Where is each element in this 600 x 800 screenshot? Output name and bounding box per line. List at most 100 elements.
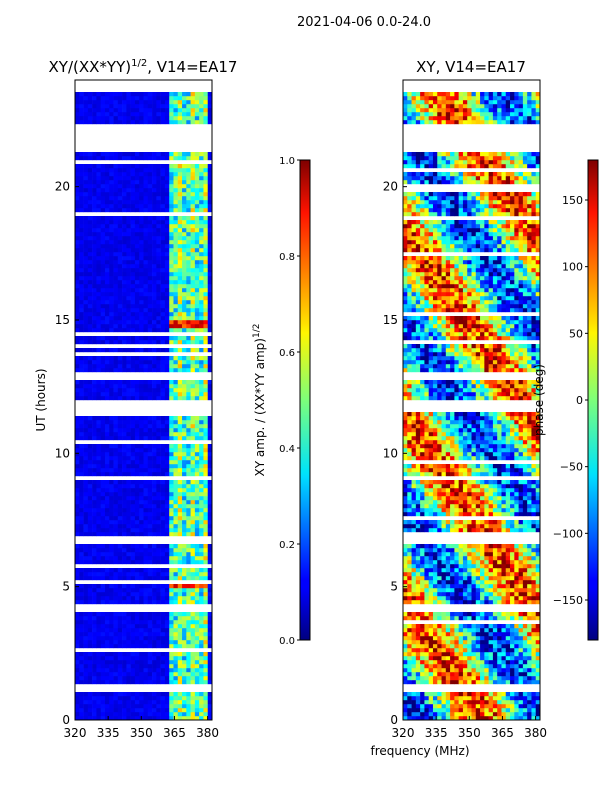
heatmap-cell — [186, 256, 191, 261]
heatmap-cell — [117, 92, 123, 97]
heatmap-cell — [407, 616, 412, 621]
heatmap-cell — [177, 708, 183, 713]
heatmap-cell — [113, 700, 119, 705]
heatmap-cell — [83, 388, 89, 393]
heatmap-cell — [79, 644, 84, 649]
heatmap-cell — [164, 616, 170, 621]
heatmap-cell — [87, 248, 93, 253]
heatmap-cell — [104, 628, 110, 633]
heatmap-cell — [199, 656, 204, 661]
heatmap-cell — [126, 104, 131, 109]
heatmap-cell — [190, 576, 196, 581]
heatmap-cell — [100, 116, 106, 121]
heatmap-cell — [134, 316, 140, 321]
heatmap-cell — [87, 256, 93, 261]
heatmap-cell — [169, 444, 174, 449]
heatmap-cell — [428, 676, 434, 681]
heatmap-cell — [164, 228, 170, 233]
heatmap-cell — [96, 508, 101, 513]
heatmap-cell — [117, 624, 123, 629]
heatmap-cell — [169, 204, 174, 209]
heatmap-cell — [134, 244, 140, 249]
heatmap-cell — [182, 500, 187, 505]
heatmap-cell — [139, 288, 144, 293]
heatmap-cell — [130, 704, 136, 709]
heatmap-cell — [126, 484, 131, 489]
heatmap-cell — [190, 244, 196, 249]
heatmap-cell — [152, 280, 157, 285]
heatmap-cell — [207, 664, 212, 669]
heatmap-cell — [207, 196, 212, 201]
heatmap-cell — [134, 380, 140, 385]
heatmap-cell — [462, 592, 468, 597]
heatmap-cell — [169, 524, 174, 529]
heatmap-cell — [522, 704, 528, 709]
heatmap-cell — [147, 512, 153, 517]
heatmap-cell — [420, 700, 425, 705]
heatmap-cell — [139, 156, 144, 161]
heatmap-cell — [100, 180, 106, 185]
heatmap-cell — [75, 272, 80, 277]
heatmap-cell — [505, 716, 511, 720]
heatmap-cell — [143, 492, 149, 497]
left-ylabel: UT (hours) — [34, 368, 48, 431]
heatmap-cell — [134, 264, 140, 269]
heatmap-cell — [177, 428, 183, 433]
heatmap-cell — [199, 464, 204, 469]
heatmap-cell — [156, 340, 161, 345]
heatmap-cell — [458, 716, 464, 720]
heatmap-cell — [156, 660, 161, 665]
heatmap-cell — [203, 484, 209, 489]
heatmap-cell — [173, 664, 179, 669]
heatmap-cell — [92, 104, 97, 109]
heatmap-cell — [484, 648, 489, 653]
heatmap-cell — [130, 220, 136, 225]
heatmap-cell — [104, 532, 110, 537]
heatmap-cell — [160, 312, 166, 317]
heatmap-cell — [92, 252, 97, 257]
heatmap-cell — [173, 232, 179, 237]
heatmap-cell — [522, 616, 528, 621]
heatmap-cell — [130, 364, 136, 369]
heatmap-cell — [122, 380, 127, 385]
heatmap-cell — [139, 204, 144, 209]
heatmap-cell — [194, 584, 200, 589]
heatmap-cell — [117, 360, 123, 365]
heatmap-cell — [199, 336, 204, 341]
heatmap-cell — [177, 384, 183, 389]
heatmap-cell — [126, 340, 131, 345]
heatmap-cell — [117, 596, 123, 601]
heatmap-cell — [462, 692, 468, 697]
heatmap-cell — [126, 252, 131, 257]
heatmap-cell — [134, 660, 140, 665]
heatmap-cell — [83, 512, 89, 517]
heatmap-cell — [403, 600, 408, 605]
heatmap-cell — [134, 260, 140, 265]
heatmap-cell — [199, 632, 204, 637]
heatmap-cell — [87, 464, 93, 469]
heatmap-cell — [139, 164, 144, 169]
heatmap-cell — [104, 200, 110, 205]
heatmap-cell — [186, 456, 191, 461]
heatmap-cell — [169, 692, 174, 697]
heatmap-cell — [169, 108, 174, 113]
heatmap-cell — [156, 704, 161, 709]
heatmap-cell — [79, 596, 84, 601]
heatmap-cell — [104, 568, 110, 573]
heatmap-cell — [83, 488, 89, 493]
heatmap-cell — [100, 320, 106, 325]
heatmap-cell — [164, 700, 170, 705]
heatmap-cell — [194, 416, 200, 421]
heatmap-cell — [122, 184, 127, 189]
heatmap-cell — [527, 600, 532, 605]
heatmap-cell — [407, 668, 412, 673]
heatmap-cell — [147, 264, 153, 269]
heatmap-cell — [104, 652, 110, 657]
heatmap-cell — [87, 452, 93, 457]
heatmap-cell — [488, 704, 494, 709]
heatmap-cell — [143, 436, 149, 441]
heatmap-cell — [147, 544, 153, 549]
heatmap-cell — [501, 624, 507, 629]
heatmap-cell — [497, 652, 502, 657]
heatmap-cell — [182, 328, 187, 333]
